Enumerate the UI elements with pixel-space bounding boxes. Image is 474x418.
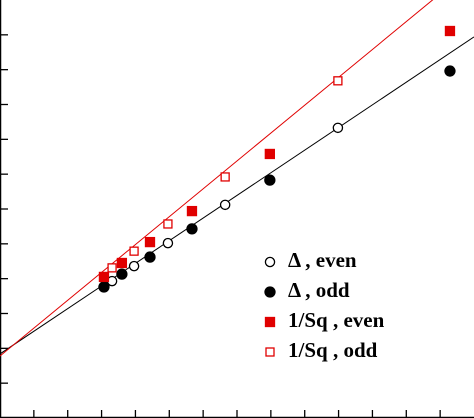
marker xyxy=(162,237,174,249)
marker xyxy=(333,76,343,86)
marker xyxy=(128,260,140,272)
marker xyxy=(186,205,198,217)
plot-area xyxy=(0,0,474,357)
marker xyxy=(144,236,156,248)
marker xyxy=(186,223,198,235)
marker xyxy=(444,25,456,37)
legend-marker xyxy=(264,316,276,328)
marker xyxy=(129,246,139,256)
marker xyxy=(220,172,230,182)
marker xyxy=(444,65,456,77)
legend-marker xyxy=(265,347,275,357)
marker xyxy=(332,122,344,134)
legend-label: 1/Sq , even xyxy=(288,308,385,332)
legend-label: Δ , even xyxy=(288,248,357,272)
legend-marker xyxy=(264,286,276,298)
marker xyxy=(98,281,110,293)
fit-line xyxy=(0,0,434,357)
marker xyxy=(264,148,275,160)
legend-label: 1/Sq , odd xyxy=(288,338,378,362)
marker xyxy=(98,271,110,283)
marker xyxy=(116,268,128,280)
marker xyxy=(264,174,276,186)
marker xyxy=(163,219,173,229)
marker xyxy=(107,263,117,273)
legend-marker xyxy=(264,256,276,268)
fit-line xyxy=(0,36,474,355)
legend-label: Δ , odd xyxy=(288,278,350,302)
marker xyxy=(116,257,128,269)
marker xyxy=(144,251,156,263)
marker xyxy=(219,199,231,211)
